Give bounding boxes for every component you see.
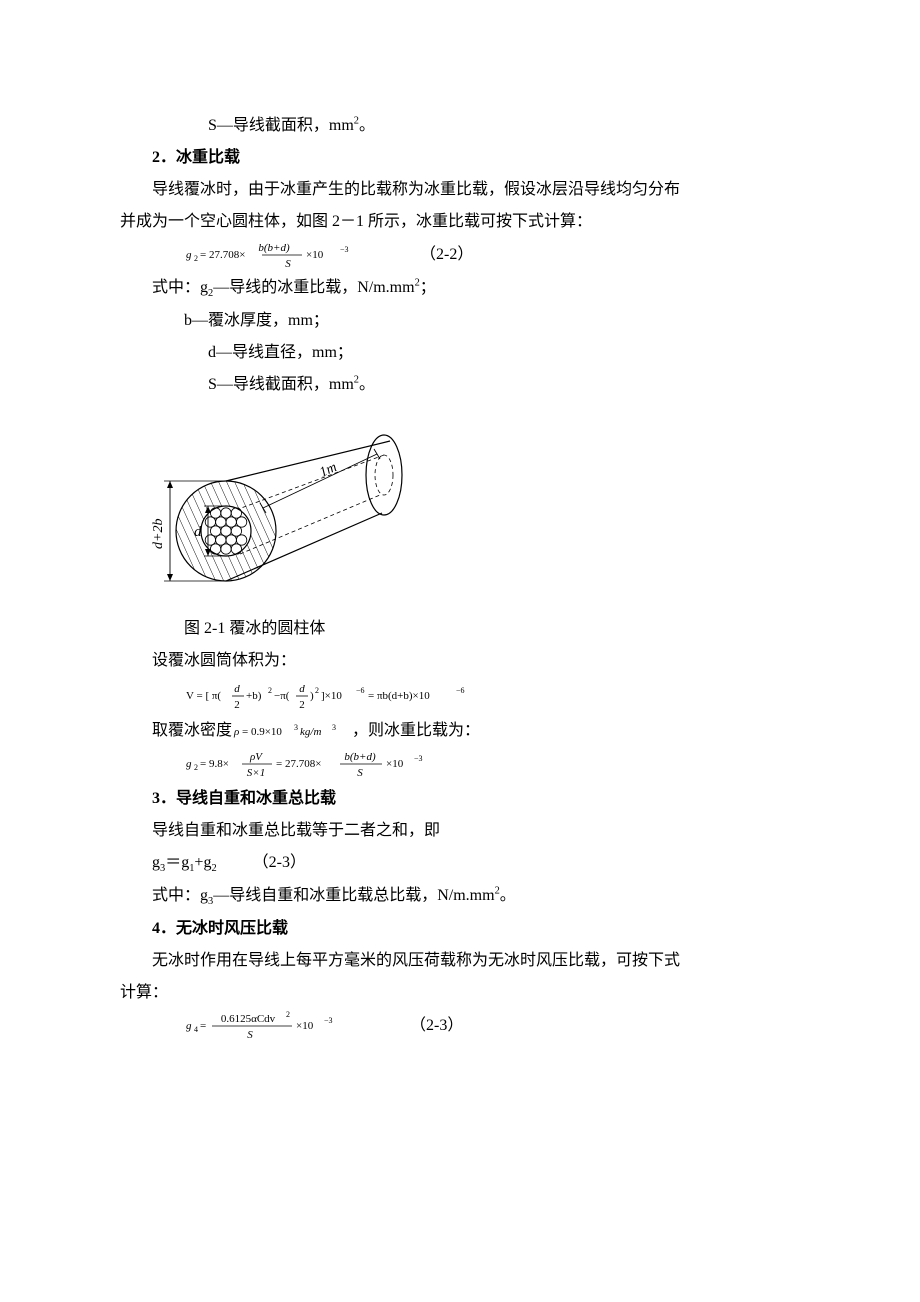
svg-text:d: d (299, 683, 305, 695)
rho-b: ，则冰重比载为： (352, 715, 480, 747)
def-g2-end: ； (420, 279, 436, 296)
def-g2-b: —导线的冰重比载，N/m.mm (213, 279, 414, 296)
def-s-text: S—导线截面积，mm (208, 117, 354, 134)
eq3-mid: ＝g (165, 854, 189, 871)
equation-4: g4 = 0.6125αCdv 2 S ×10 −3 （2-3） (120, 1009, 800, 1043)
svg-text:d: d (234, 683, 240, 695)
eq-4-svg: g4 = 0.6125αCdv 2 S ×10 −3 (184, 1009, 354, 1043)
svg-text:ρV: ρV (249, 751, 263, 763)
definition-g2: 式中：g2—导线的冰重比载，N/m.mm2； (120, 272, 800, 305)
para-4-a: 无冰时作用在导线上每平方毫米的风压荷载称为无冰时风压比载，可按下式 (120, 945, 800, 977)
svg-text:d: d (194, 524, 202, 540)
def-g3-a: 式中：g (152, 887, 208, 904)
svg-text:−3: −3 (340, 245, 349, 254)
svg-text:g: g (186, 1020, 192, 1032)
svg-text:=: = (200, 1020, 206, 1032)
heading-4: 4．无冰时风压比载 (120, 913, 800, 945)
svg-text:= 0.9×10: = 0.9×10 (242, 726, 282, 738)
eq-rho-svg: ρ= 0.9×103kg/m3 (232, 721, 352, 741)
heading-2: 2．冰重比载 (120, 142, 800, 174)
svg-text:d+2b: d+2b (152, 519, 166, 549)
svg-text:×10: ×10 (296, 1020, 314, 1032)
svg-text:b(b+d): b(b+d) (344, 751, 376, 763)
svg-text:1m: 1m (318, 460, 340, 481)
definition-s-area-2: S—导线截面积，mm2。 (120, 369, 800, 401)
equation-3: g3＝g1+g2 （2-3） (120, 847, 800, 880)
eq3-sub2: 2 (211, 863, 216, 874)
svg-text:−6: −6 (356, 686, 365, 695)
svg-text:): ) (310, 690, 314, 702)
def-g3-b: —导线自重和冰重比载总比载，N/m.mm (213, 887, 494, 904)
definition-g3: 式中：g3—导线自重和冰重比载总比载，N/m.mm2。 (120, 880, 800, 913)
svg-text:= 27.708×: = 27.708× (200, 249, 245, 261)
svg-text:2: 2 (194, 254, 198, 263)
eq-V-svg: V = [ π(d2+b)2−π(d2)2]×10−6 = πb(d+b)×10… (184, 677, 484, 715)
rho-a: 取覆冰密度 (152, 715, 232, 747)
svg-text:b(b+d): b(b+d) (258, 242, 290, 254)
svg-text:+b): +b) (246, 690, 262, 702)
svg-text:ρ: ρ (233, 726, 239, 738)
eq3-plus: +g (194, 854, 211, 871)
svg-text:2: 2 (299, 699, 305, 711)
svg-text:kg/m: kg/m (300, 726, 321, 738)
svg-text:g: g (186, 758, 192, 770)
page: S—导线截面积，mm2。 2．冰重比载 导线覆冰时，由于冰重产生的比载称为冰重比… (0, 0, 920, 1302)
svg-text:−π(: −π( (274, 690, 290, 702)
definition-d: d—导线直径，mm； (120, 337, 800, 369)
definition-s-area: S—导线截面积，mm2。 (120, 110, 800, 142)
equation-g2-full: g2 = 9.8× ρV S×1 = 27.708× b(b+d) S ×10 −3 (120, 747, 800, 783)
eq3-pre: g (152, 854, 160, 871)
svg-text:= 27.708×: = 27.708× (276, 758, 321, 770)
line-rho: 取覆冰密度 ρ= 0.9×103kg/m3 ，则冰重比载为： (120, 715, 800, 747)
para-2-line2: 并成为一个空心圆柱体，如图 2－1 所示，冰重比载可按下式计算： (120, 206, 800, 238)
eq-4-number: （2-3） (362, 1010, 463, 1042)
svg-text:2: 2 (315, 686, 319, 695)
volume-intro: 设覆冰圆筒体积为： (120, 645, 800, 677)
eq-2-2-svg: g2 = 27.708× b(b+d) S ×10 −3 (184, 238, 364, 272)
svg-text:S: S (357, 767, 363, 779)
eq-2-2-number: （2-2） (372, 239, 473, 271)
def-s2-text: S—导线截面积，mm (208, 376, 354, 393)
svg-text:×10: ×10 (306, 249, 324, 261)
svg-text:2: 2 (286, 1010, 290, 1019)
def-s2-end: 。 (359, 376, 375, 393)
svg-text:−6: −6 (456, 686, 465, 695)
svg-text:S×1: S×1 (247, 767, 265, 779)
svg-text:2: 2 (268, 686, 272, 695)
svg-text:= πb(d+b)×10: = πb(d+b)×10 (368, 690, 430, 702)
svg-text:4: 4 (194, 1025, 198, 1034)
svg-text:S: S (247, 1029, 253, 1041)
svg-text:= 9.8×: = 9.8× (200, 758, 229, 770)
def-g2-a: 式中：g (152, 279, 208, 296)
svg-text:−3: −3 (324, 1016, 333, 1025)
para-2-line1: 导线覆冰时，由于冰重产生的比载称为冰重比载，假设冰层沿导线均匀分布 (120, 174, 800, 206)
def-g3-end: 。 (500, 887, 516, 904)
para-4-b: 计算： (120, 977, 800, 1009)
heading-3: 3．导线自重和冰重总比载 (120, 783, 800, 815)
svg-text:3: 3 (332, 723, 336, 732)
svg-text:−3: −3 (414, 754, 423, 763)
svg-text:2: 2 (194, 763, 198, 772)
definition-b: b—覆冰厚度，mm； (120, 305, 800, 337)
def-s-end: 。 (359, 117, 375, 134)
svg-text:]×10: ]×10 (321, 690, 342, 702)
equation-2-2: g2 = 27.708× b(b+d) S ×10 −3 （2-2） (120, 238, 800, 272)
equation-V: V = [ π(d2+b)2−π(d2)2]×10−6 = πb(d+b)×10… (120, 677, 800, 715)
svg-text:V = [ π(: V = [ π( (186, 690, 221, 702)
eq3-number: （2-3） (221, 854, 306, 871)
para-3: 导线自重和冰重总比载等于二者之和，即 (120, 815, 800, 847)
figure-2-1: 1m d d+2b (120, 401, 800, 613)
svg-text:×10: ×10 (386, 758, 404, 770)
svg-text:3: 3 (294, 723, 298, 732)
eq-g2-full-svg: g2 = 9.8× ρV S×1 = 27.708× b(b+d) S ×10 −3 (184, 747, 464, 783)
svg-text:g: g (186, 249, 192, 261)
svg-text:S: S (285, 258, 291, 270)
figure-2-1-caption: 图 2-1 覆冰的圆柱体 (120, 613, 800, 645)
svg-text:2: 2 (234, 699, 240, 711)
svg-text:0.6125αCdv: 0.6125αCdv (221, 1013, 276, 1025)
figure-2-1-svg: 1m d d+2b (152, 401, 432, 601)
